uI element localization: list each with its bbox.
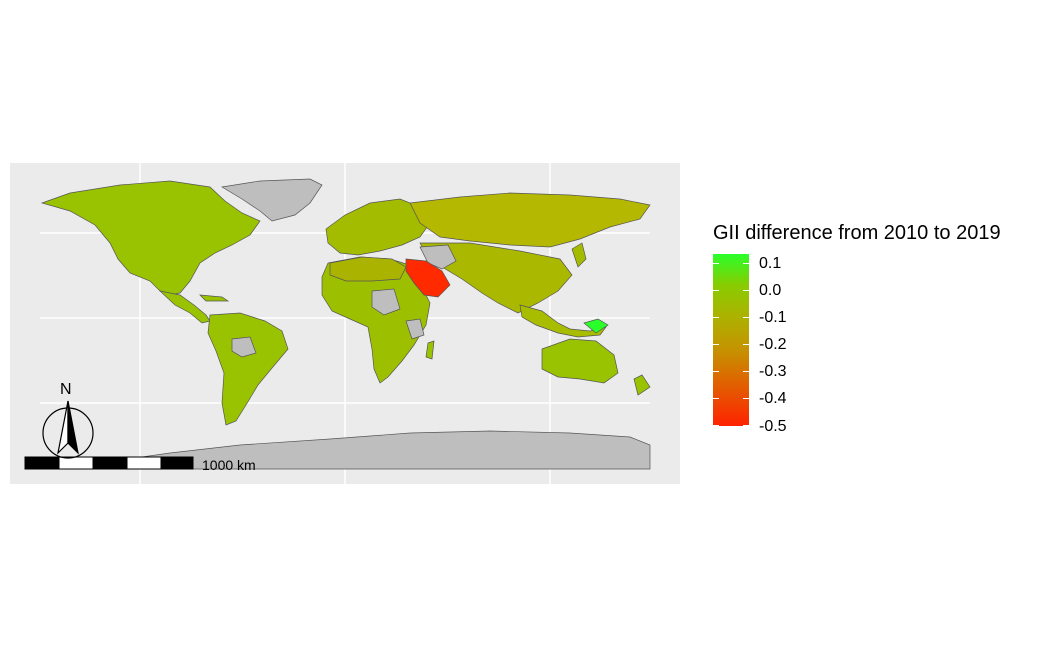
saudi-arabia xyxy=(405,258,451,298)
southeast-asia xyxy=(519,304,607,338)
legend-label: -0.3 xyxy=(759,363,787,380)
papua-new-guinea xyxy=(583,318,609,334)
legend-label: -0.4 xyxy=(759,390,787,407)
legend-tick xyxy=(743,425,749,426)
new-zealand xyxy=(633,374,651,396)
legend-tick xyxy=(743,344,749,345)
legend-tick xyxy=(713,398,719,399)
africa-no-data-1 xyxy=(371,288,401,316)
africa-no-data-2 xyxy=(405,318,425,340)
antarctica xyxy=(99,430,651,470)
legend-tick xyxy=(713,425,719,426)
map-panel xyxy=(10,163,680,484)
legend-tick xyxy=(743,398,749,399)
north-africa xyxy=(329,256,407,282)
legend-colorbar xyxy=(713,254,749,426)
north-america xyxy=(40,180,261,296)
legend-tick xyxy=(713,371,719,372)
europe xyxy=(325,198,431,256)
legend-title: GII difference from 2010 to 2019 xyxy=(713,222,1001,244)
australia xyxy=(541,338,619,384)
legend-label: 0.0 xyxy=(759,282,782,299)
legend-label: -0.2 xyxy=(759,336,787,353)
caribbean xyxy=(199,294,230,302)
legend-tick xyxy=(743,317,749,318)
legend-tick xyxy=(713,290,719,291)
madagascar xyxy=(425,340,435,360)
legend-tick xyxy=(713,317,719,318)
russia-north-asia xyxy=(409,192,651,248)
south-america xyxy=(207,312,289,426)
japan xyxy=(571,242,587,268)
scale-bar-label: 1000 km xyxy=(202,457,256,473)
north-arrow-icon xyxy=(42,400,94,459)
legend-label: -0.1 xyxy=(759,309,787,326)
legend-tick xyxy=(743,263,749,264)
north-arrow-label: N xyxy=(60,381,72,398)
legend-tick xyxy=(743,290,749,291)
legend-label: -0.5 xyxy=(759,418,787,435)
scale-bar xyxy=(24,456,194,470)
legend-tick xyxy=(713,263,719,264)
south-america-no-data xyxy=(231,336,257,358)
legend-tick xyxy=(713,344,719,345)
legend-tick xyxy=(743,371,749,372)
legend-label: 0.1 xyxy=(759,255,782,272)
greenland xyxy=(220,178,323,222)
world-map xyxy=(24,163,651,484)
